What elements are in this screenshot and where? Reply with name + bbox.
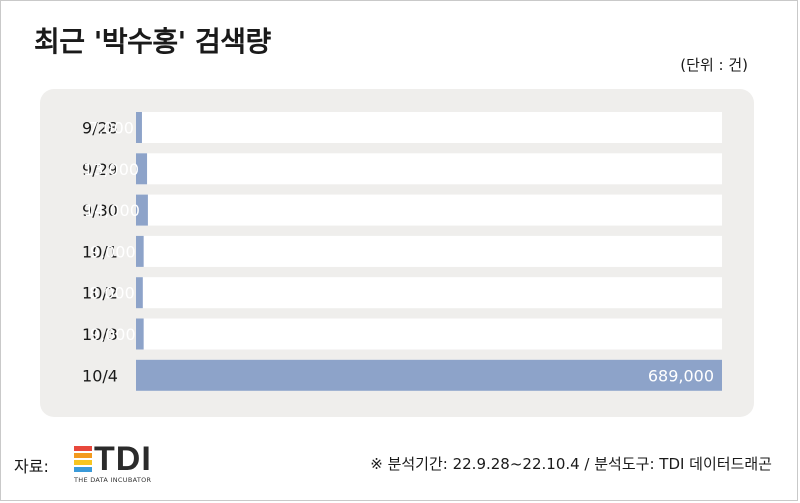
category-label: 10/4 (82, 366, 118, 385)
logo-bars-icon (74, 446, 92, 474)
category-label: 10/3 (82, 325, 118, 344)
logo-bar-red (74, 446, 92, 451)
bar-10-4 (136, 359, 722, 391)
value-label: 14,000 (84, 201, 140, 220)
category-label: 9/30 (82, 201, 118, 220)
value-label: 9,000 (90, 325, 136, 344)
value-label: 9,000 (90, 242, 136, 261)
category-label: 9/29 (82, 160, 118, 179)
bar-track (136, 194, 722, 226)
chart-title: 최근 '박수홍' 검색량 (34, 25, 271, 58)
value-label: 8,000 (89, 284, 135, 303)
bar-10-1 (136, 235, 144, 267)
bar-9-29 (136, 153, 148, 185)
unit-label: (단위 : 건) (680, 56, 748, 74)
bar-chart: 9/287,0009/2913,0009/3014,00010/19,00010… (82, 112, 722, 391)
logo-text: TDI (94, 440, 152, 478)
category-label: 10/1 (82, 242, 118, 261)
bar-track (136, 112, 722, 143)
category-label: 10/2 (82, 284, 118, 303)
value-label: 689,000 (648, 366, 714, 385)
bar-9-30 (136, 194, 148, 226)
bar-track (136, 277, 722, 309)
bar-track (136, 153, 722, 185)
bar-10-3 (136, 318, 144, 350)
bar-10-2 (136, 277, 143, 309)
analysis-note: ※ 분석기간: 22.9.28~22.10.4 / 분석도구: TDI 데이터드… (370, 455, 772, 473)
logo-bar-yellow (74, 460, 92, 465)
logo-subtext: THE DATA INCUBATOR (74, 476, 152, 484)
value-label: 7,000 (88, 119, 134, 138)
source-label: 자료: (14, 457, 49, 476)
bar-track (136, 318, 722, 350)
bar-track (136, 235, 722, 267)
chart-panel: 9/28 7,000 9/29 13,000 9/30 14,000 10/1 9,000 10… (40, 89, 754, 417)
logo-bar-orange (74, 453, 92, 458)
tdi-logo: TDI THE DATA INCUBATOR (74, 440, 170, 484)
bar-9-28 (136, 112, 142, 143)
value-label: 13,000 (83, 160, 139, 179)
category-label: 9/28 (82, 119, 118, 138)
logo-bar-blue (74, 467, 92, 472)
